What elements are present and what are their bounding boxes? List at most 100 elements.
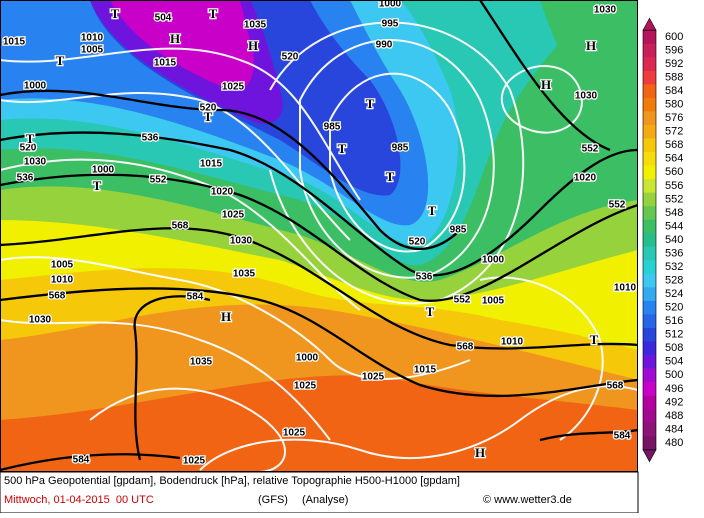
colorbar-cell bbox=[643, 219, 656, 234]
pressure-center: H bbox=[170, 31, 180, 46]
contour-label: 1030 bbox=[594, 5, 617, 16]
pressure-center: T bbox=[56, 53, 65, 68]
colorbar-cell bbox=[643, 260, 656, 275]
contour-label: 1005 bbox=[81, 45, 104, 56]
contour-label: 1005 bbox=[51, 260, 74, 271]
colorbar-label: 488 bbox=[665, 410, 683, 422]
colorbar-cell bbox=[643, 84, 656, 99]
contour-label: 1030 bbox=[230, 236, 253, 247]
colorbar-label: 556 bbox=[665, 180, 683, 192]
colorbar-cell bbox=[643, 355, 656, 369]
colorbar-cell bbox=[643, 57, 656, 72]
colorbar-cell bbox=[643, 314, 656, 329]
colorbar-label: 560 bbox=[665, 166, 683, 178]
footer-date: Mittwoch, 01-04-2015 00 UTC bbox=[4, 494, 154, 506]
colorbar-cap bbox=[642, 17, 657, 31]
pressure-center: T bbox=[26, 131, 35, 146]
contour-label: 536 bbox=[17, 173, 34, 184]
colorbar-label: 588 bbox=[665, 72, 683, 84]
contour-label: 1015 bbox=[414, 365, 437, 376]
colorbar-cell bbox=[643, 382, 656, 396]
colorbar-cell bbox=[643, 395, 656, 410]
contour-label: 552 bbox=[609, 200, 626, 211]
colorbar-cell bbox=[643, 97, 656, 112]
contour-label: 552 bbox=[150, 175, 167, 186]
contour-label: 1000 bbox=[24, 81, 47, 92]
colorbar-cell bbox=[643, 70, 656, 85]
colorbar-label: 592 bbox=[665, 58, 683, 70]
contour-label: 1010 bbox=[81, 33, 104, 44]
colorbar-label: 536 bbox=[665, 247, 683, 259]
contour-label: 1015 bbox=[154, 58, 177, 69]
colorbar-label: 564 bbox=[665, 153, 683, 165]
pressure-center: T bbox=[426, 304, 435, 319]
colorbar-label: 504 bbox=[665, 356, 683, 368]
footer-description: 500 hPa Geopotential [gpdam], Bodendruck… bbox=[4, 475, 460, 487]
contour-label: 536 bbox=[142, 133, 159, 144]
pressure-center: H bbox=[221, 309, 231, 324]
contour-label: 1030 bbox=[29, 315, 52, 326]
colorbar-label: 596 bbox=[665, 44, 683, 56]
contour-label: 520 bbox=[200, 103, 217, 114]
colorbar-cell bbox=[643, 152, 656, 166]
colorbar-label: 576 bbox=[665, 112, 683, 124]
colorbar-cell bbox=[643, 111, 656, 126]
contour-label: 568 bbox=[49, 291, 66, 302]
colorbar-label: 484 bbox=[665, 423, 683, 435]
colorbar-cell bbox=[643, 287, 656, 302]
colorbar-label: 544 bbox=[665, 220, 683, 232]
pressure-center: T bbox=[111, 6, 120, 21]
pressure-center: H bbox=[475, 445, 485, 460]
footer-box bbox=[0, 471, 639, 514]
contour-label: 1000 bbox=[379, 0, 402, 10]
colorbar-cell bbox=[643, 436, 656, 451]
colorbar-label: 572 bbox=[665, 126, 683, 138]
contour-label: 520 bbox=[409, 237, 426, 248]
footer-model: (GFS) bbox=[258, 494, 288, 506]
contour-label: 1010 bbox=[51, 275, 74, 286]
contour-label: 1030 bbox=[24, 157, 47, 168]
contour-label: 1000 bbox=[482, 255, 505, 266]
contour-label: 990 bbox=[376, 40, 393, 51]
colorbar-label: 600 bbox=[665, 31, 683, 43]
contour-label: 1025 bbox=[362, 372, 385, 383]
contour-label: 584 bbox=[614, 431, 631, 442]
contour-label: 568 bbox=[457, 342, 474, 353]
colorbar-cell bbox=[643, 43, 656, 58]
colorbar-label: 568 bbox=[665, 139, 683, 151]
colorbar-label: 584 bbox=[665, 85, 683, 97]
colorbar-label: 496 bbox=[665, 383, 683, 395]
colorbar-cell bbox=[643, 409, 656, 423]
colorbar-cell bbox=[643, 192, 656, 207]
pressure-center: H bbox=[586, 38, 596, 53]
contour-label: 1000 bbox=[92, 165, 115, 176]
footer-run: (Analyse) bbox=[302, 494, 348, 506]
contour-label: 584 bbox=[73, 455, 90, 466]
pressure-center: T bbox=[590, 332, 599, 347]
contour-label: 1025 bbox=[283, 428, 306, 439]
contour-label: 1025 bbox=[294, 381, 317, 392]
contour-label: 995 bbox=[382, 19, 399, 30]
pressure-center: H bbox=[248, 38, 258, 53]
contour-label: 1035 bbox=[233, 269, 256, 280]
contour-label: 1030 bbox=[575, 91, 598, 102]
colorbar-cell bbox=[643, 165, 656, 180]
colorbar-cell bbox=[643, 179, 656, 193]
contour-label: 1020 bbox=[211, 187, 234, 198]
contour-label: 1000 bbox=[296, 353, 319, 364]
contour-label: 504 bbox=[155, 13, 172, 24]
colorbar-label: 500 bbox=[665, 369, 683, 381]
colorbar-label: 516 bbox=[665, 315, 683, 327]
footer-source: © www.wetter3.de bbox=[483, 494, 572, 506]
pressure-center: T bbox=[366, 96, 375, 111]
colorbar-cell bbox=[643, 138, 656, 153]
colorbar-label: 492 bbox=[665, 396, 683, 408]
contours bbox=[0, 0, 638, 472]
contour-label: 1035 bbox=[244, 20, 267, 31]
colorbar-cell bbox=[643, 30, 656, 45]
colorbar-label: 552 bbox=[665, 193, 683, 205]
contour-label: 1015 bbox=[3, 37, 26, 48]
colorbar-cap bbox=[642, 449, 657, 463]
pressure-center: T bbox=[428, 203, 437, 218]
